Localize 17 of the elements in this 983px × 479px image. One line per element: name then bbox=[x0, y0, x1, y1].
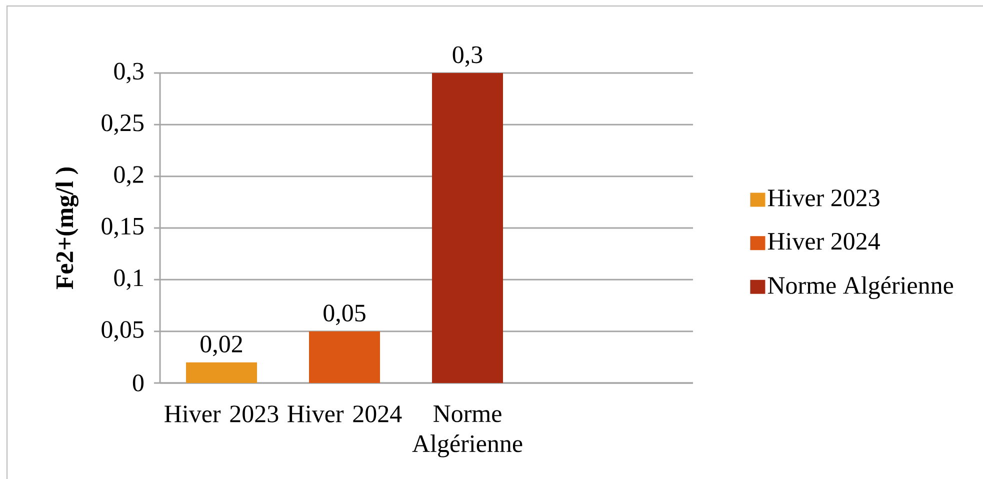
x-tick-label: Hiver 2024 bbox=[288, 406, 402, 422]
legend-label: Norme Algérienne bbox=[768, 276, 954, 300]
y-tick-label: 0,2 bbox=[114, 166, 144, 187]
data-label: 0,05 bbox=[324, 304, 366, 326]
x-tick-label: Hiver 2023 bbox=[164, 406, 278, 422]
x-tick-label: Norme Algérienne bbox=[412, 406, 522, 458]
y-axis-title: Fe2+(mg/l ) bbox=[56, 167, 78, 290]
y-tick-label: 0,1 bbox=[114, 269, 143, 290]
data-label: 0,3 bbox=[452, 46, 482, 67]
y-tick-label: 0,25 bbox=[102, 114, 144, 135]
legend-label: Hiver 2024 bbox=[768, 232, 880, 250]
y-tick-label: 0 bbox=[132, 374, 144, 392]
y-tick-label: 0,05 bbox=[102, 321, 144, 342]
data-label: 0,02 bbox=[200, 336, 242, 356]
legend-label: Hiver 2023 bbox=[768, 190, 880, 206]
y-tick-label: 0,3 bbox=[114, 62, 144, 84]
y-tick-label: 0,15 bbox=[102, 218, 144, 238]
